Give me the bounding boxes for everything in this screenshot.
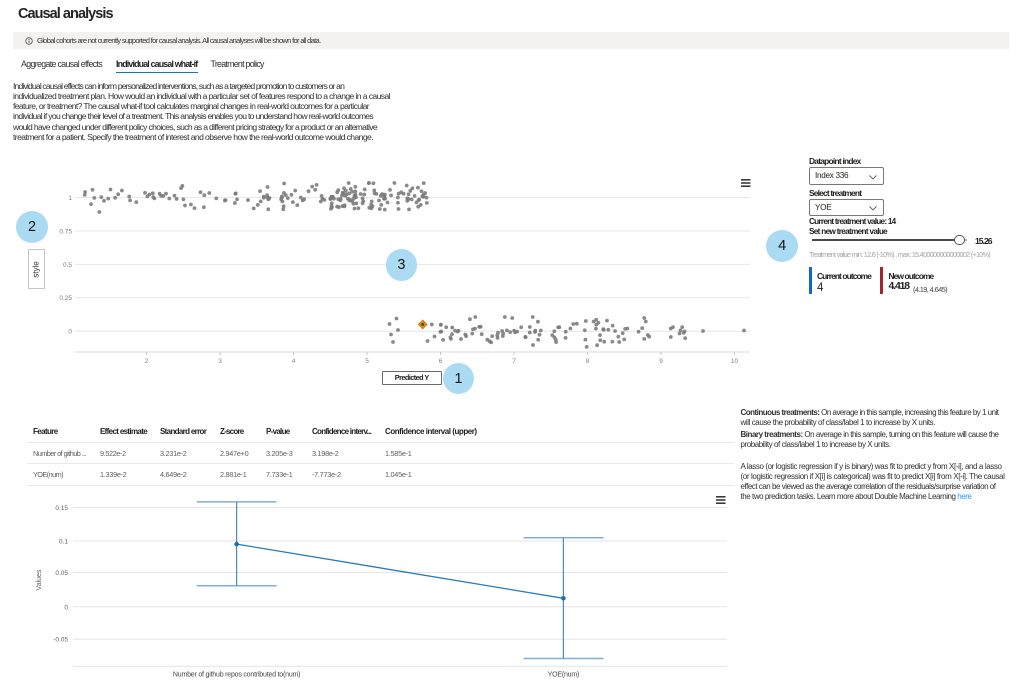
svg-text:0: 0: [64, 604, 68, 611]
svg-text:Number of github repos contrib: Number of github repos contributed to(nu…: [173, 672, 300, 679]
svg-text:0.75: 0.75: [59, 228, 72, 235]
svg-text:6: 6: [439, 358, 443, 365]
svg-text:Values: Values: [36, 569, 43, 590]
svg-text:1: 1: [68, 195, 72, 202]
svg-text:0.05: 0.05: [55, 570, 68, 577]
svg-text:0.15: 0.15: [55, 505, 68, 512]
svg-text:4: 4: [292, 358, 296, 365]
svg-text:0.5: 0.5: [63, 262, 72, 269]
svg-text:0.1: 0.1: [59, 539, 68, 546]
svg-text:7: 7: [512, 358, 516, 365]
svg-text:8: 8: [586, 358, 590, 365]
svg-text:0.25: 0.25: [59, 295, 72, 302]
svg-text:-0.05: -0.05: [53, 637, 68, 644]
svg-text:5: 5: [365, 358, 369, 365]
svg-text:YOE(num): YOE(num): [548, 672, 579, 679]
svg-text:2: 2: [145, 358, 149, 365]
svg-text:0: 0: [68, 329, 72, 336]
svg-text:9: 9: [659, 358, 663, 365]
svg-text:3: 3: [218, 358, 222, 365]
svg-text:10: 10: [731, 358, 739, 365]
